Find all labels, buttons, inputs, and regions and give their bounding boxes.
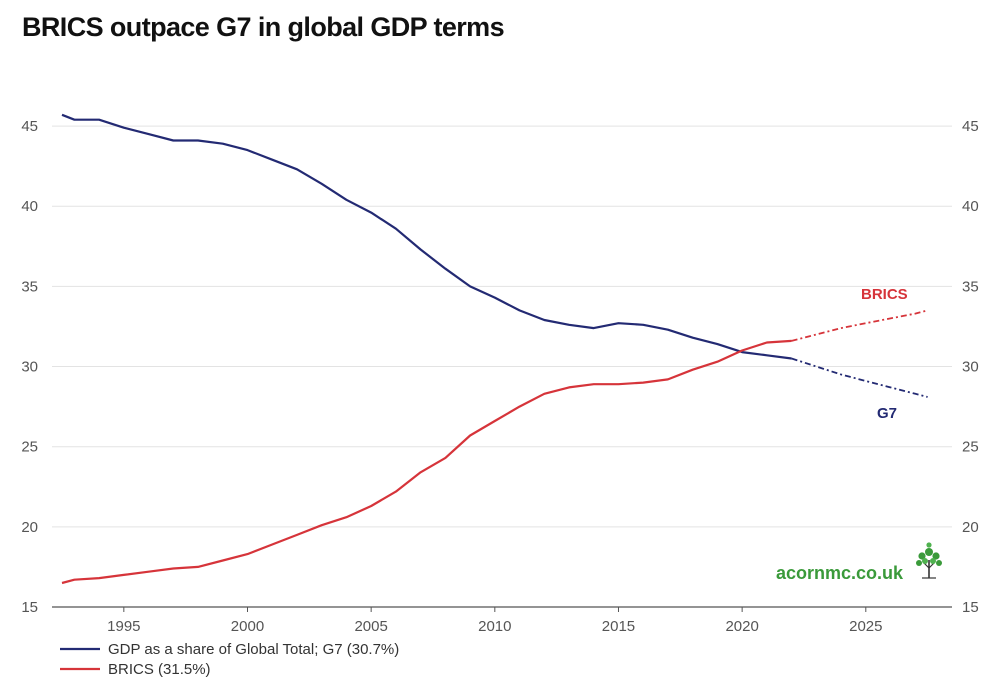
y-tick-left-45: 45 bbox=[21, 118, 38, 135]
brics-projection-line bbox=[791, 309, 928, 342]
x-tick-2010: 2010 bbox=[478, 618, 511, 635]
g7-series-label: G7 bbox=[877, 405, 897, 422]
x-tick-2025: 2025 bbox=[849, 618, 882, 635]
y-tick-right-45: 45 bbox=[962, 118, 979, 135]
grid-lines bbox=[52, 125, 952, 528]
y-tick-right-15: 15 bbox=[962, 599, 979, 616]
y-tick-right-20: 20 bbox=[962, 519, 979, 536]
g7-series-line bbox=[61, 113, 792, 360]
x-tick-2015: 2015 bbox=[602, 618, 635, 635]
y-tick-left-35: 35 bbox=[21, 278, 38, 295]
brics-series-line bbox=[61, 339, 792, 585]
x-axis-ticks: 1995 2000 2005 2010 2015 2020 2025 bbox=[107, 607, 882, 635]
y-tick-left-25: 25 bbox=[21, 439, 38, 456]
g7-projection-line bbox=[791, 357, 928, 398]
y-tick-left-40: 40 bbox=[21, 198, 38, 215]
series-labels: BRICS G7 bbox=[861, 286, 908, 422]
tree-logo-icon bbox=[916, 542, 942, 579]
brics-series-label: BRICS bbox=[861, 286, 908, 303]
x-tick-1995: 1995 bbox=[107, 618, 140, 635]
legend-label-g7: GDP as a share of Global Total; G7 (30.7… bbox=[108, 641, 399, 658]
chart-title: BRICS outpace G7 in global GDP terms bbox=[22, 12, 505, 42]
y-tick-right-35: 35 bbox=[962, 278, 979, 295]
brand-text: acornmc.co.uk bbox=[776, 563, 904, 583]
y-tick-left-30: 30 bbox=[21, 359, 38, 376]
y-tick-right-25: 25 bbox=[962, 439, 979, 456]
x-tick-2020: 2020 bbox=[725, 618, 758, 635]
y-axis-ticks: 15 15 20 20 25 25 30 30 35 35 40 40 45 45 bbox=[21, 118, 978, 616]
legend: GDP as a share of Global Total; G7 (30.7… bbox=[60, 641, 399, 678]
legend-label-brics: BRICS (31.5%) bbox=[108, 661, 211, 678]
x-tick-2000: 2000 bbox=[231, 618, 264, 635]
x-tick-2005: 2005 bbox=[354, 618, 387, 635]
y-tick-left-20: 20 bbox=[21, 519, 38, 536]
y-tick-right-40: 40 bbox=[962, 198, 979, 215]
y-tick-left-15: 15 bbox=[21, 599, 38, 616]
series-lines bbox=[61, 113, 928, 585]
y-tick-right-30: 30 bbox=[962, 359, 979, 376]
